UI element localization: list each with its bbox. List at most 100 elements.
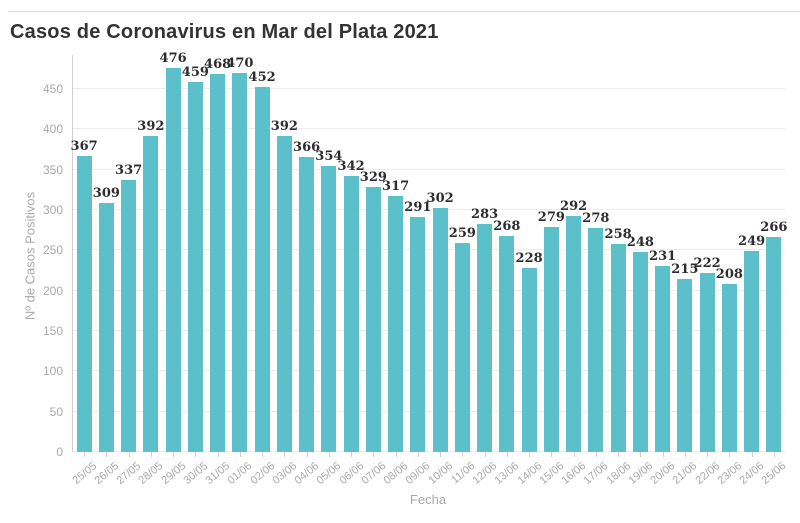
bar-value-label: 476 <box>159 51 187 67</box>
bar <box>699 272 715 452</box>
bar-value-label: 292 <box>560 199 588 215</box>
x-tick-label: 25/05 <box>70 460 99 487</box>
x-tick-label: 05/06 <box>314 460 344 487</box>
x-tick-mark <box>506 452 508 457</box>
x-tick-mark <box>773 452 775 457</box>
bar-value-label: 283 <box>471 206 499 222</box>
x-tick-mark <box>84 452 86 457</box>
bar-value-label: 366 <box>293 139 321 155</box>
x-tick-label: 13/06 <box>492 460 522 487</box>
bar-value-label: 208 <box>715 267 743 283</box>
bar <box>187 81 203 452</box>
x-tick-mark <box>128 452 130 457</box>
bar <box>98 202 114 452</box>
bar-value-label: 266 <box>760 220 788 236</box>
x-tick-mark <box>662 452 664 457</box>
x-tick-label: 25/06 <box>759 460 789 487</box>
y-tick-label: 400 <box>42 122 63 137</box>
y-tick-label: 200 <box>42 283 63 298</box>
x-tick-label: 15/06 <box>537 460 567 487</box>
y-gridline <box>73 209 785 210</box>
x-tick-mark <box>328 452 330 457</box>
x-tick-label: 07/06 <box>359 460 389 487</box>
x-tick-mark <box>707 452 709 457</box>
bar-value-label: 337 <box>115 163 143 179</box>
bar <box>610 243 626 452</box>
bar <box>677 278 693 452</box>
y-gridline <box>73 370 785 372</box>
chart-title: Casos de Coronavirus en Mar del Plata 20… <box>10 21 439 43</box>
bar <box>232 72 248 452</box>
x-tick-mark <box>440 452 442 457</box>
x-tick-mark <box>640 452 642 457</box>
bar-value-label: 459 <box>181 64 209 80</box>
x-tick-label: 11/06 <box>448 460 478 487</box>
y-gridline <box>73 168 785 170</box>
bar-value-label: 228 <box>515 251 543 267</box>
x-tick-label: 19/06 <box>626 460 656 487</box>
bar-value-label: 258 <box>604 226 632 242</box>
x-tick-mark <box>195 452 197 457</box>
bar-value-label: 249 <box>738 234 766 250</box>
x-tick-mark <box>729 452 731 457</box>
x-tick-mark <box>306 452 308 457</box>
y-tick-label: 50 <box>49 404 63 419</box>
bar <box>632 251 648 452</box>
x-tick-label: 22/06 <box>693 460 722 487</box>
bar-value-label: 248 <box>626 234 654 250</box>
x-tick-label: 02/06 <box>248 460 277 487</box>
x-tick-mark <box>684 452 686 457</box>
x-tick-mark <box>173 452 175 457</box>
y-tick-label: 0 <box>56 445 63 459</box>
bar-value-label: 291 <box>404 200 432 216</box>
y-tick-label: 350 <box>42 162 63 177</box>
x-tick-label: 01/06 <box>225 460 255 487</box>
x-tick-label: 04/06 <box>292 460 322 487</box>
x-tick-mark <box>239 452 241 457</box>
x-tick-label: 03/06 <box>270 460 300 487</box>
bar <box>254 87 270 452</box>
x-tick-label: 18/06 <box>604 460 633 487</box>
x-axis-title: Fecha <box>409 492 447 507</box>
x-tick-mark <box>462 452 464 457</box>
x-tick-mark <box>262 452 264 457</box>
bar <box>343 176 359 452</box>
x-tick-mark <box>618 452 620 457</box>
bar-value-label: 309 <box>92 185 120 201</box>
bar <box>499 235 515 452</box>
bar <box>321 166 337 452</box>
y-tick-label: 300 <box>42 203 63 217</box>
x-tick-label: 31/05 <box>203 460 233 487</box>
x-tick-mark <box>395 452 397 457</box>
bar-value-label: 342 <box>337 159 365 175</box>
x-tick-label: 16/06 <box>559 460 589 487</box>
bar-value-label: 354 <box>315 149 343 165</box>
y-gridline <box>73 128 785 130</box>
bar-value-label: 317 <box>382 179 410 195</box>
bar-value-label: 279 <box>537 209 565 225</box>
x-tick-mark <box>551 452 553 457</box>
bar-value-label: 392 <box>270 118 298 134</box>
x-tick-mark <box>484 452 486 457</box>
x-tick-mark <box>417 452 419 457</box>
bar <box>454 243 470 452</box>
x-tick-mark <box>284 452 286 457</box>
bar-value-label: 222 <box>693 255 721 271</box>
bar-value-label: 392 <box>137 118 165 134</box>
bar-value-label: 468 <box>204 57 232 73</box>
bar-value-label: 215 <box>671 261 699 277</box>
x-tick-mark <box>351 452 353 457</box>
x-tick-mark <box>751 452 753 457</box>
x-tick-label: 23/06 <box>715 460 745 487</box>
x-tick-mark <box>573 452 575 457</box>
bar <box>410 217 426 452</box>
bar <box>165 68 181 452</box>
bar-value-label: 268 <box>493 218 521 234</box>
bar-value-label: 259 <box>448 226 476 242</box>
bar <box>276 135 292 452</box>
bar <box>299 156 315 452</box>
x-tick-label: 08/06 <box>381 460 411 487</box>
top-divider <box>8 11 800 12</box>
bar <box>388 196 404 452</box>
